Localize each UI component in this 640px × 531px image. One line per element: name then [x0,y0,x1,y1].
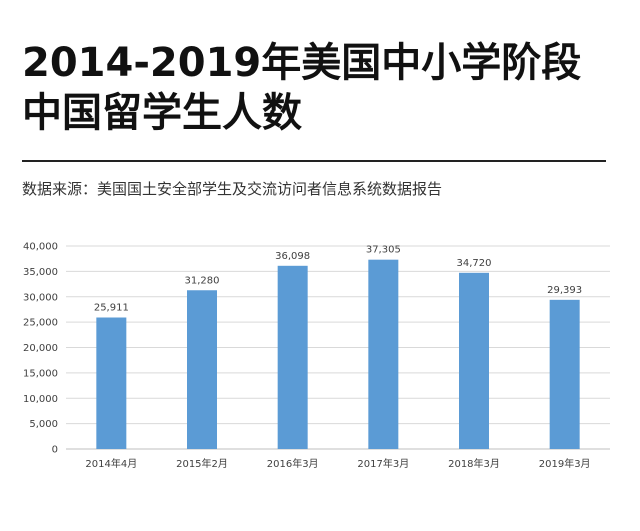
y-tick-label: 20,000 [23,343,58,354]
y-tick-label: 40,000 [23,242,58,253]
x-tick-label: 2014年4月 [85,457,137,470]
data-label: 37,305 [366,245,401,256]
y-tick-label: 0 [52,445,58,456]
y-tick-label: 5,000 [29,419,58,430]
x-tick-label: 2018年3月 [448,457,500,470]
data-label: 31,280 [185,275,220,286]
y-tick-label: 30,000 [23,292,58,303]
data-label: 25,911 [94,303,129,314]
bar [459,272,489,449]
data-label: 36,098 [275,251,310,262]
bar [187,290,217,449]
bar [277,265,308,449]
title-divider [22,160,606,162]
y-tick-label: 10,000 [23,394,58,405]
x-tick-label: 2019年3月 [539,457,591,470]
y-tick-label: 25,000 [23,318,58,329]
x-tick-label: 2017年3月 [357,457,409,470]
bar [368,259,399,449]
page-title: 2014-2019年美国中小学阶段 中国留学生人数 [22,38,581,138]
data-label: 29,393 [547,285,582,296]
source-note: 数据来源：美国国土安全部学生及交流访问者信息系统数据报告 [22,180,443,198]
x-tick-label: 2016年3月 [267,457,319,470]
x-tick-label: 2015年2月 [176,457,228,470]
y-tick-label: 35,000 [23,267,58,278]
bar [96,317,127,449]
title-line-2: 中国留学生人数 [22,90,302,136]
data-label: 34,720 [457,258,492,269]
bar [549,299,580,449]
y-tick-label: 15,000 [23,368,58,379]
title-line-1: 2014-2019年美国中小学阶段 [22,40,582,86]
